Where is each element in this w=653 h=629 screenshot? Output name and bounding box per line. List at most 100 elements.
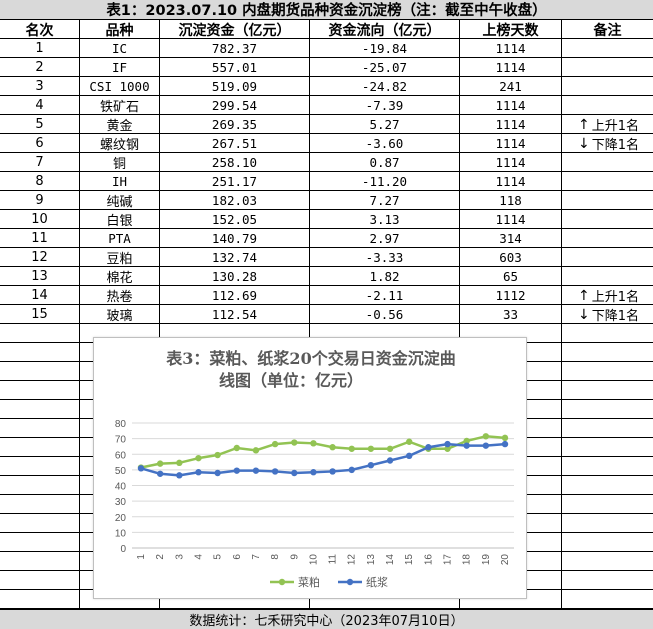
y-tick-label: 80 [115, 419, 127, 430]
empty-cell [0, 552, 80, 571]
rank-cell: 14 [0, 286, 80, 305]
flow-cell: 7.27 [310, 191, 460, 210]
empty-cell [562, 400, 653, 419]
rank-cell: 15 [0, 305, 80, 324]
data-point [367, 461, 375, 469]
column-header: 品种 [80, 20, 160, 39]
table-row: 8 IH 251.17 -11.20 1114 [0, 172, 653, 191]
x-tick-label: 7 [251, 554, 262, 560]
fund-cell: 267.51 [160, 134, 310, 153]
name-cell: 铜 [80, 153, 160, 172]
chart-title-line2: 线图（单位：亿元） [218, 371, 363, 390]
note-cell: ↓ 下降1名 [562, 305, 653, 325]
empty-cell [562, 381, 653, 400]
empty-cell [562, 248, 653, 267]
empty-cell [562, 39, 653, 58]
data-point [214, 451, 221, 459]
data-point [444, 445, 451, 452]
rank-cell: 4 [0, 96, 80, 115]
flow-cell: 1.82 [310, 267, 460, 286]
empty-cell [562, 495, 653, 514]
column-header: 资金流向（亿元） [310, 20, 460, 39]
y-tick-label: 50 [115, 466, 127, 477]
days-cell: 1114 [460, 210, 562, 229]
empty-cell [0, 514, 80, 533]
name-cell: 铁矿石 [80, 96, 160, 115]
name-cell: 白银 [80, 210, 160, 229]
name-cell: 玻璃 [80, 305, 160, 324]
legend-marker [346, 578, 354, 586]
rank-cell: 5 [0, 115, 80, 134]
x-tick-label: 12 [347, 554, 358, 566]
name-cell: 螺纹钢 [80, 134, 160, 153]
flow-cell: -3.33 [310, 248, 460, 267]
empty-cell [0, 324, 80, 343]
row-divider [0, 285, 653, 286]
data-point [195, 454, 202, 462]
empty-cell [460, 457, 562, 476]
data-point [463, 442, 470, 449]
days-cell: 1114 [460, 172, 562, 191]
data-point [348, 445, 355, 452]
table-row: 13 棉花 130.28 1.82 65 [0, 267, 653, 286]
series-line [140, 435, 506, 469]
fund-cell: 112.69 [160, 286, 310, 305]
note-text: 下降1名 [591, 309, 640, 324]
data-point [329, 444, 336, 451]
days-cell: 314 [460, 229, 562, 248]
arrow-up-icon: ↑ [578, 287, 590, 304]
empty-cell [0, 571, 80, 590]
flow-cell: -2.11 [310, 286, 460, 305]
fund-cell: 112.54 [160, 305, 310, 324]
name-cell: CSI 1000 [80, 77, 160, 96]
fund-cell: 130.28 [160, 267, 310, 286]
chart-title: 表3：菜粕、纸浆20个交易日资金沉淀曲 线图（单位：亿元） [94, 348, 528, 392]
table-title: 表1：2023.07.10 内盘期货品种资金沉淀榜（注：截至中午收盘） [0, 0, 653, 20]
empty-cell [562, 324, 653, 343]
table-row: 5 黄金 269.35 5.27 1114 ↑ 上升1名 [0, 115, 653, 134]
note-text: 上升1名 [591, 119, 640, 134]
table-row: 9 纯碱 182.03 7.27 118 [0, 191, 653, 210]
x-tick-label: 1 [136, 554, 147, 560]
data-point [291, 469, 298, 477]
fund-cell: 132.74 [160, 248, 310, 267]
fund-cell: 557.01 [160, 58, 310, 77]
days-cell: 1114 [460, 58, 562, 77]
row-divider [0, 209, 653, 210]
row-divider [0, 95, 653, 96]
flow-cell: -3.60 [310, 134, 460, 153]
data-point [271, 468, 279, 475]
x-tick-label: 10 [308, 554, 319, 566]
note-text: 上升1名 [591, 290, 640, 305]
rank-cell: 2 [0, 58, 80, 77]
flow-cell: 2.97 [310, 229, 460, 248]
x-tick-label: 16 [423, 554, 434, 566]
data-point [482, 433, 490, 440]
flow-cell: -11.20 [310, 172, 460, 191]
empty-cell [460, 476, 562, 495]
x-tick-label: 11 [328, 554, 339, 565]
name-cell: IF [80, 58, 160, 77]
x-tick-label: 13 [366, 554, 377, 566]
data-point [156, 460, 164, 467]
empty-cell [562, 210, 653, 229]
data-point [444, 440, 451, 448]
empty-cell [460, 381, 562, 400]
empty-cell [460, 324, 562, 343]
data-point [252, 467, 260, 474]
flow-cell: -25.07 [310, 58, 460, 77]
fund-cell: 258.10 [160, 153, 310, 172]
row-divider [0, 304, 653, 305]
y-tick-label: 20 [115, 513, 127, 524]
header-row: 名次 品种 沉淀资金（亿元） 资金流向（亿元） 上榜天数 备注 [0, 20, 653, 39]
rank-cell: 11 [0, 229, 80, 248]
table-row: 10 白银 152.05 3.13 1114 [0, 210, 653, 229]
data-point [329, 468, 336, 475]
row-divider [0, 266, 653, 267]
fund-cell: 251.17 [160, 172, 310, 191]
chart-title-line1: 表3：菜粕、纸浆20个交易日资金沉淀曲 [166, 349, 456, 368]
data-point [482, 442, 490, 449]
arrow-down-icon: ↓ [578, 135, 590, 152]
table-row: 1 IC 782.37 -19.84 1114 [0, 39, 653, 58]
arrow-down-icon: ↓ [578, 306, 590, 323]
